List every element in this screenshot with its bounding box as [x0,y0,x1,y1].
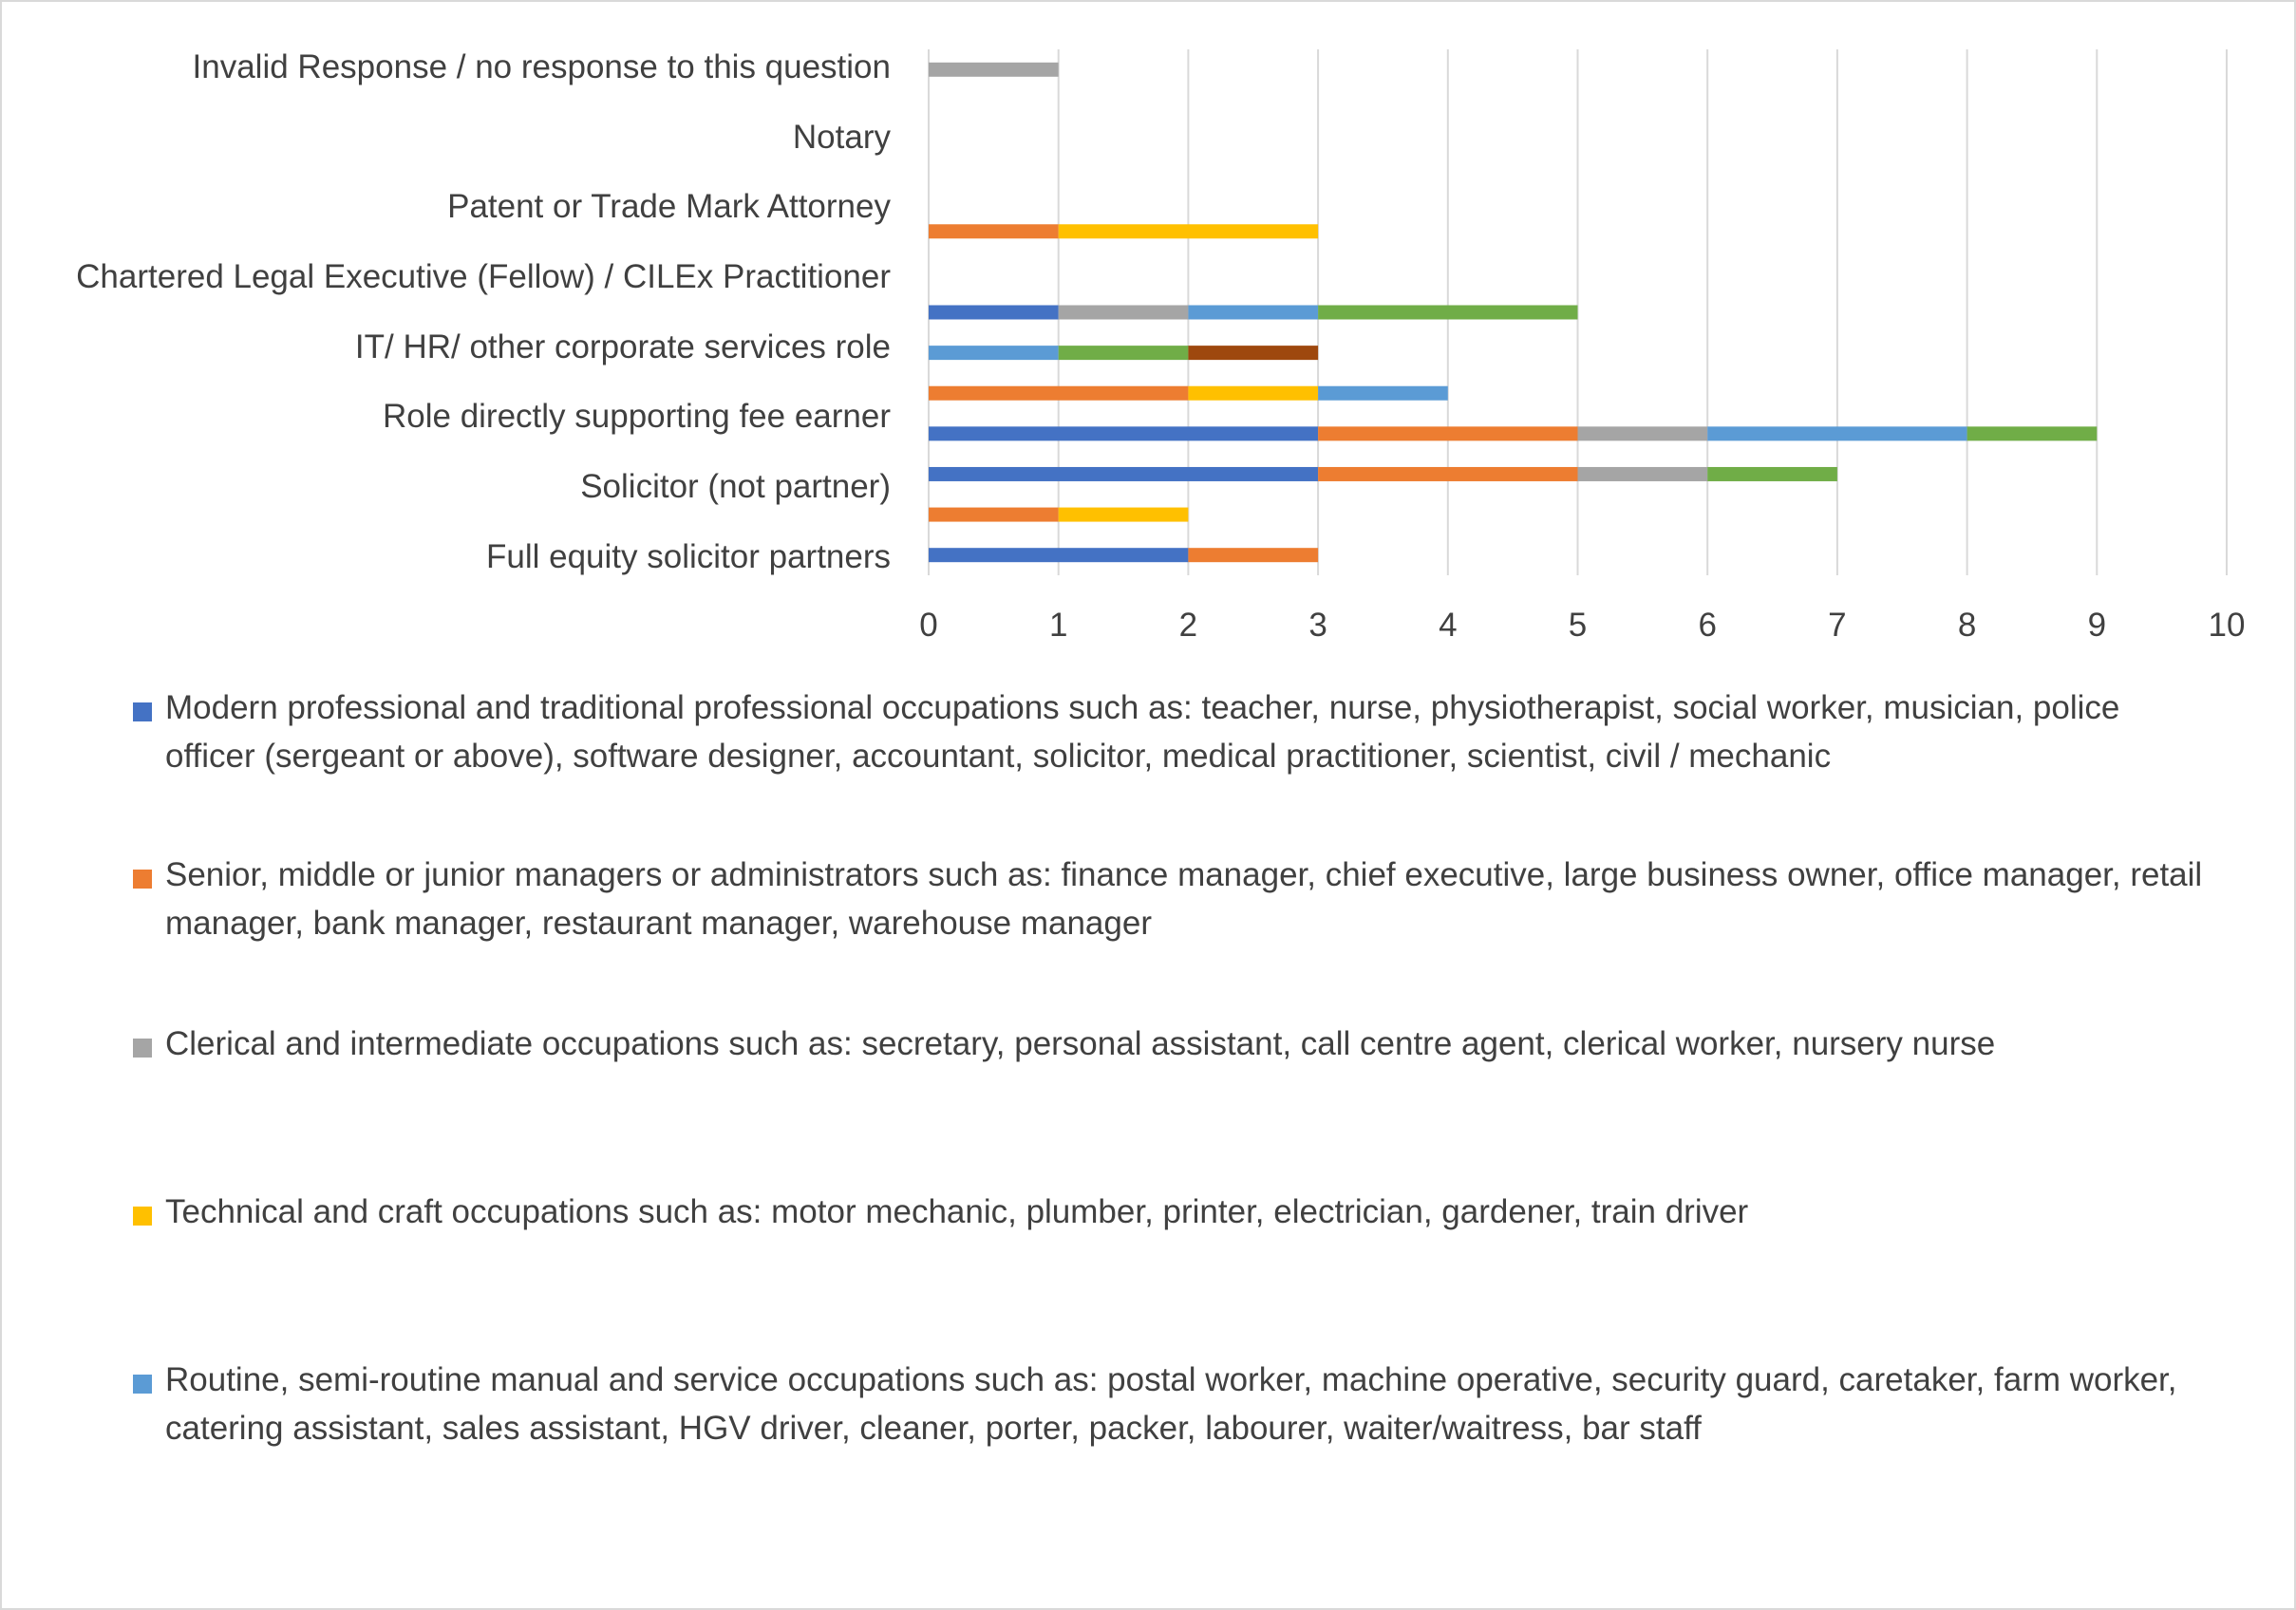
legend-label-4: Routine, semi-routine manual and service… [165,1361,2177,1447]
bar-segment-row12-0 [929,548,1189,563]
legend-swatch-3 [133,1207,152,1226]
tick-label-4: 4 [1439,607,1457,644]
legend-swatch-4 [133,1375,152,1394]
category-label-0: Invalid Response / no response to this q… [193,48,891,85]
bar-segment-row6-2 [1188,305,1319,320]
bar-segment-row11-1 [1058,507,1189,522]
bar-segment-row10-0 [929,466,1319,481]
legend-item-3: Technical and craft occupations such as:… [133,1188,2203,1236]
tick-label-5: 5 [1569,607,1587,644]
category-axis-labels: Invalid Response / no response to this q… [76,48,891,575]
tick-label-2: 2 [1179,607,1197,644]
legend-label-3: Technical and craft occupations such as:… [165,1193,1749,1230]
bar-segment-row10-2 [1577,466,1708,481]
bar-segment-row9-0 [929,426,1319,441]
bar-segment-row9-2 [1577,426,1708,441]
bar-segment-row7-0 [929,346,1059,361]
bar-segment-row4-0 [929,224,1059,239]
category-label-4: IT/ HR/ other corporate services role [355,328,891,365]
tick-label-6: 6 [1698,607,1716,644]
tick-label-7: 7 [1828,607,1846,644]
bar-segment-row6-0 [929,305,1059,320]
category-label-7: Full equity solicitor partners [486,538,891,575]
bar-segment-row0-0 [929,62,1059,77]
bar-segment-row9-4 [1967,426,2098,441]
legend-label-2: Clerical and intermediate occupations su… [165,1025,1996,1062]
gridlines [928,49,2228,575]
category-label-1: Notary [793,119,892,156]
legend-item-1: Senior, middle or junior managers or adm… [133,851,2203,947]
legend-swatch-1 [133,870,152,889]
bar-segment-row8-0 [929,385,1189,401]
bar-segment-row4-1 [1058,224,1319,239]
category-label-2: Patent or Trade Mark Attorney [447,188,891,225]
bar-segment-row6-3 [1318,305,1578,320]
legend-item-2: Clerical and intermediate occupations su… [133,1020,2203,1068]
tick-label-3: 3 [1308,607,1327,644]
tick-label-0: 0 [919,607,937,644]
bar-segment-row8-1 [1188,385,1319,401]
bar-segment-row9-1 [1318,426,1578,441]
bar-segment-row9-3 [1707,426,1967,441]
tick-label-1: 1 [1049,607,1067,644]
legend-swatch-0 [133,702,152,721]
legend-label-1: Senior, middle or junior managers or adm… [165,856,2203,942]
category-label-6: Solicitor (not partner) [580,468,891,505]
category-label-5: Role directly supporting fee earner [383,398,891,435]
bar-segment-row7-1 [1058,346,1189,361]
bar-segment-row12-1 [1188,548,1319,563]
tick-label-10: 10 [2209,607,2246,644]
bar-segment-row11-0 [929,507,1059,522]
bar-segment-row7-2 [1188,346,1319,361]
legend-label-0: Modern professional and traditional prof… [165,689,2120,775]
tick-label-9: 9 [2088,607,2106,644]
tick-label-8: 8 [1958,607,1976,644]
bars [929,62,2098,563]
legend-swatch-2 [133,1039,152,1058]
category-label-3: Chartered Legal Executive (Fellow) / CIL… [76,258,891,295]
bar-segment-row10-3 [1707,466,1837,481]
bar-segment-row6-1 [1058,305,1189,320]
legend-item-0: Modern professional and traditional prof… [133,683,2203,780]
value-axis-tick-labels: 0 1 2 3 4 5 6 7 8 9 10 [919,607,2245,644]
bar-segment-row8-2 [1318,385,1448,401]
legend-item-4: Routine, semi-routine manual and service… [133,1356,2203,1452]
bar-segment-row10-1 [1318,466,1578,481]
